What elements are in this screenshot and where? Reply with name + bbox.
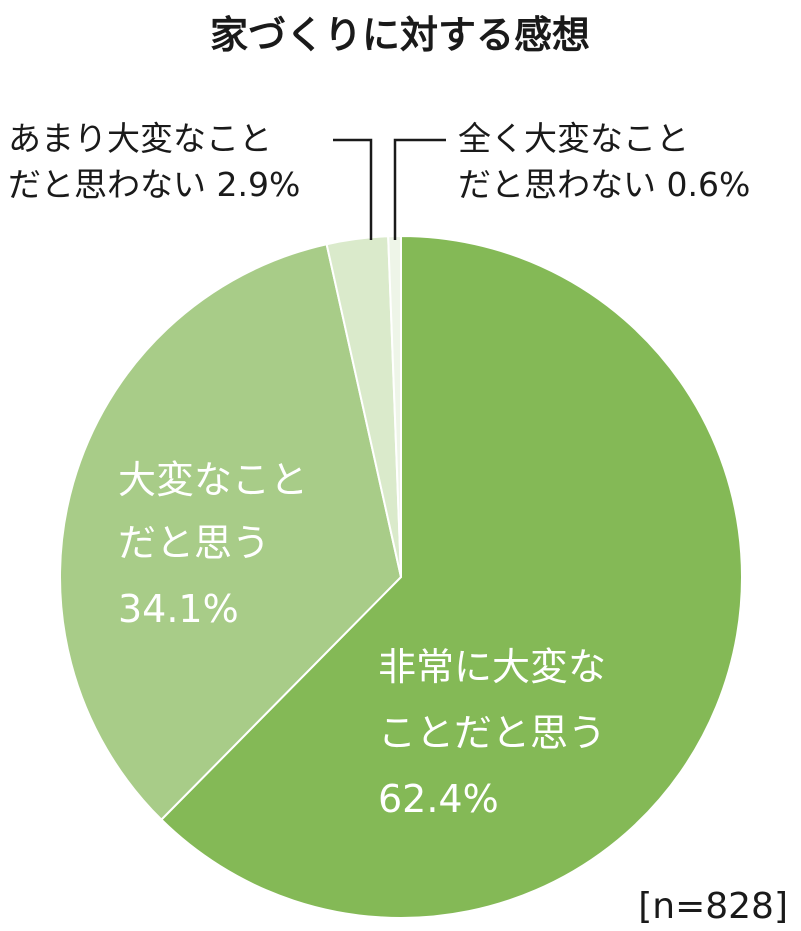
slice-label-3-line-2: だと思わない 2.9%: [8, 165, 300, 204]
slice-label-1-line-2: ことだと思う: [378, 711, 606, 755]
sample-size-note: [n=828]: [638, 886, 788, 927]
slice-label-1-line-1: 非常に大変な: [378, 645, 606, 689]
slice-label-3-percent: 2.9%: [217, 165, 301, 204]
slice-label-4-line-1: 全く大変なこと: [458, 119, 689, 158]
slice-label-3-line-1: あまり大変なこと: [8, 119, 272, 158]
chart-title: 家づくりに対する感想: [210, 13, 590, 57]
pie-slice-1: [159, 234, 743, 919]
slice-label-4-percent: 0.6%: [667, 165, 751, 204]
pie-slice-2: [59, 243, 403, 822]
pie-slices: [59, 234, 743, 919]
leader-lines: [333, 138, 446, 240]
slice-label-3-line-2-text: だと思わない: [8, 165, 206, 204]
slice-label-2-line-2: だと思う: [118, 521, 270, 565]
slice-label-2-line-1: 大変なこと: [118, 458, 308, 502]
slice-label-4-line-2: だと思わない 0.6%: [458, 165, 750, 204]
slice-label-1-percent: 62.4%: [378, 777, 499, 821]
leader-line-slice-3: [333, 138, 373, 240]
slice-label-4-line-2-text: だと思わない: [458, 165, 656, 204]
slice-label-2-percent: 34.1%: [118, 587, 239, 631]
leader-line-slice-4: [393, 138, 446, 240]
